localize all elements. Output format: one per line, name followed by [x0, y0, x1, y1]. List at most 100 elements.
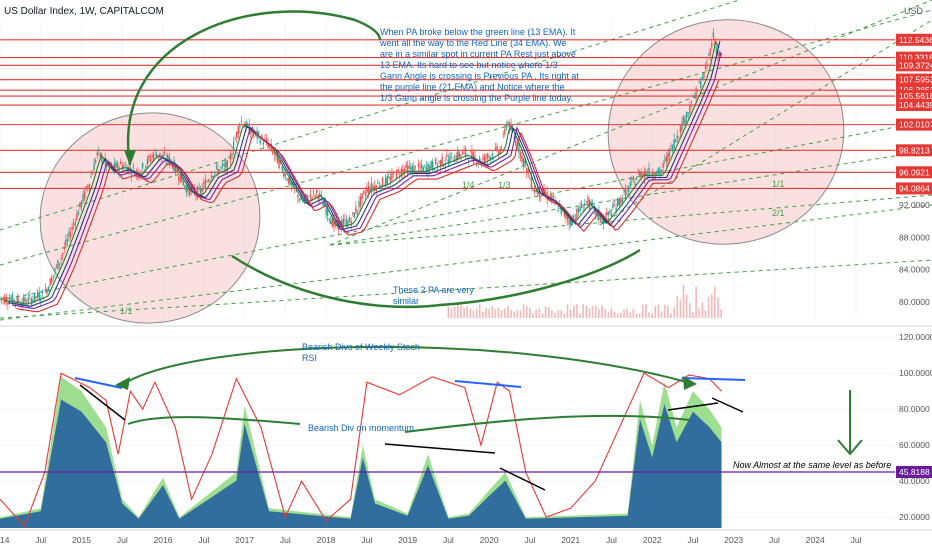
candle-body	[267, 143, 269, 148]
candle-body	[229, 153, 232, 160]
candle-body	[367, 185, 370, 193]
candle-body	[718, 50, 721, 56]
candle-body	[508, 121, 511, 131]
x-tick-label: Jul	[361, 535, 372, 545]
volume-bar	[598, 309, 600, 318]
volume-bar	[707, 296, 710, 318]
candle-body	[670, 145, 672, 147]
candle-body	[698, 81, 700, 83]
momentum-divergence-line	[79, 384, 126, 421]
candle-body	[297, 194, 299, 199]
candle-body	[276, 154, 279, 164]
gann-label: 2/1	[772, 208, 785, 218]
x-tick-label: Jul	[688, 535, 699, 545]
candle-body	[598, 211, 600, 220]
candle-body	[226, 160, 229, 172]
candle-body	[706, 63, 708, 66]
candle-body	[665, 156, 668, 162]
candle-body	[372, 186, 374, 188]
candle-body	[413, 166, 415, 173]
candle-body	[632, 176, 635, 180]
candle-body	[254, 130, 257, 133]
candle-body	[457, 150, 459, 160]
resistance-label: 112.5436	[899, 35, 932, 45]
candle-body	[54, 268, 56, 273]
candle-body	[30, 298, 33, 305]
candle-body	[682, 116, 685, 124]
volume-bar	[538, 308, 541, 318]
x-tick-label: Jul	[769, 535, 780, 545]
candle-body	[298, 199, 301, 201]
candle-body	[643, 171, 646, 178]
divergence-lines	[74, 377, 746, 491]
candle-body	[715, 47, 718, 54]
candle-body	[347, 221, 349, 226]
candle-body	[121, 165, 123, 169]
candle-body	[278, 159, 280, 169]
candle-body	[529, 178, 531, 180]
candle-body	[221, 163, 224, 166]
volume-bar	[695, 286, 697, 318]
volume-bar	[591, 305, 594, 318]
candle-body	[546, 191, 548, 200]
candle-body	[435, 158, 437, 165]
candle-body	[521, 155, 523, 162]
volume-bar	[667, 305, 669, 318]
candle-body	[326, 207, 329, 216]
volume-bar	[460, 305, 462, 318]
candle-body	[69, 233, 72, 238]
candle-body	[11, 294, 14, 304]
x-tick-label: Jul	[606, 535, 617, 545]
candle-body	[576, 208, 578, 219]
candle-body	[57, 260, 59, 270]
volume-bar	[500, 310, 503, 318]
candle-body	[668, 148, 671, 157]
candle-body	[552, 196, 555, 198]
candle-body	[47, 287, 50, 291]
stoch-note: Bearish Divs of Weekly Stoch RSI Bearish…	[302, 342, 891, 470]
candle-body	[215, 165, 218, 168]
candle-body	[406, 165, 409, 175]
candle-body	[411, 165, 414, 174]
candle-body	[623, 190, 625, 192]
ema-note: When PA broke below the green line (13 E…	[379, 27, 579, 103]
candle-body	[132, 166, 134, 168]
volume-bar	[469, 308, 472, 318]
candle-body	[55, 265, 58, 267]
candle-body	[98, 149, 100, 150]
candle-body	[40, 299, 42, 301]
volume-bar	[654, 305, 657, 318]
candle-body	[7, 302, 9, 305]
candle-body	[648, 167, 650, 178]
candle-body	[63, 247, 65, 250]
resistance-badge	[896, 73, 932, 86]
candle-body	[148, 155, 150, 159]
candle-body	[236, 131, 238, 139]
candle-body	[149, 158, 152, 162]
candle-body	[96, 152, 98, 156]
candle-body	[524, 160, 526, 165]
candle-body	[438, 161, 440, 163]
volume-bar	[704, 310, 707, 318]
stoch-area	[0, 399, 722, 528]
candle-body	[243, 125, 246, 128]
candle-body	[690, 106, 693, 108]
candle-body	[223, 164, 225, 167]
candle-body	[577, 208, 580, 212]
candle-body	[171, 164, 174, 168]
candle-body	[504, 128, 506, 135]
volume-bar	[651, 313, 653, 318]
candle-body	[433, 168, 435, 171]
resistance-badge	[896, 144, 932, 157]
y-tick-label: 80.0000	[899, 404, 930, 414]
volume-bar	[635, 313, 638, 318]
candle-body	[182, 181, 185, 186]
candle-body	[209, 179, 211, 181]
candle-body	[185, 186, 188, 193]
candle-body	[162, 154, 164, 158]
candle-body	[71, 226, 73, 230]
volume-bar	[513, 311, 516, 318]
resistance-label: 105.5618	[899, 91, 932, 101]
candle-body	[370, 182, 373, 191]
gann-label: 1/1	[120, 306, 133, 316]
